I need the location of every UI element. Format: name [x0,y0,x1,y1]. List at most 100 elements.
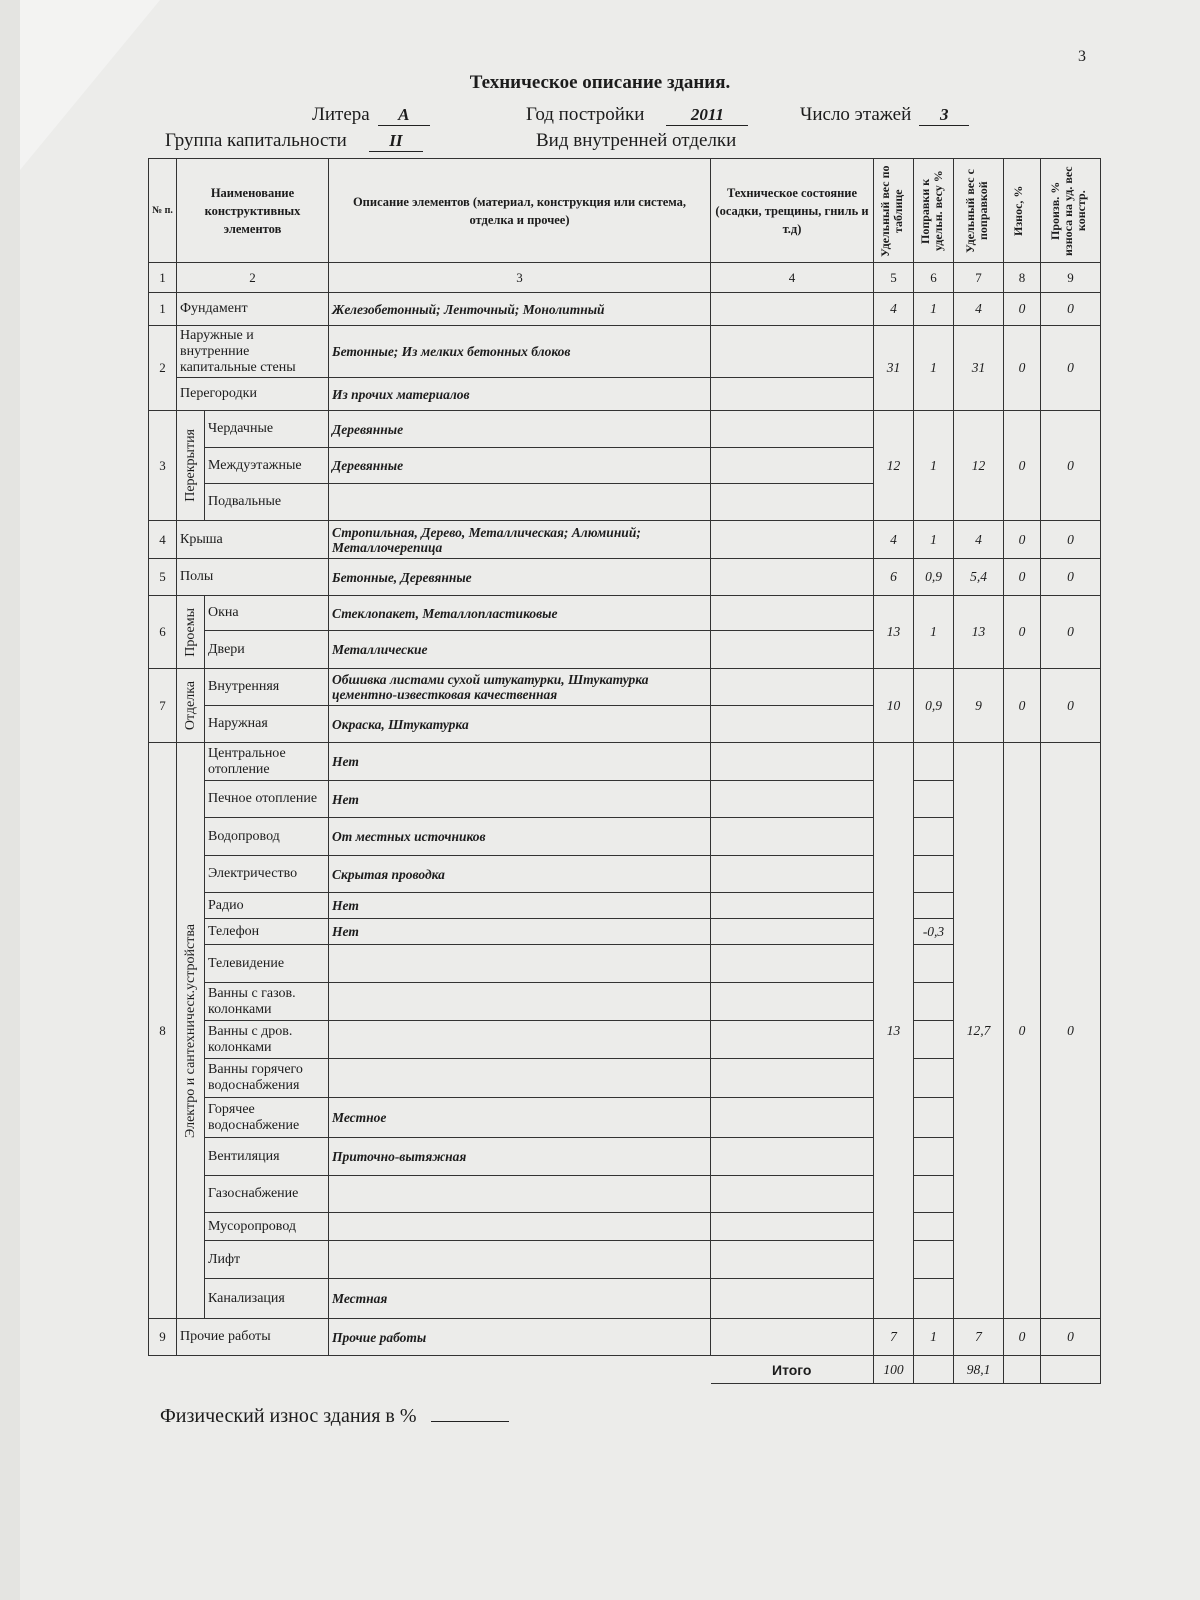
table-row: Газоснабжение [149,1175,1101,1213]
element-name: Мусоропровод [204,1212,329,1241]
weight-value: 4 [873,292,914,326]
element-state [710,1175,874,1213]
element-state [710,982,874,1021]
correction-value: 1 [913,410,954,521]
corrected-weight-value: 9 [953,668,1004,743]
element-name: Канализация [204,1278,329,1319]
element-description: Бетонные; Из мелких бетонных блоков [328,325,711,378]
element-state [710,817,874,856]
element-name: Чердачные [204,410,329,448]
element-name: Фундамент [176,292,329,326]
correction-value: 0,9 [913,668,954,743]
row-number: 3 [148,410,177,521]
corrected-weight-value: 12,7 [953,742,1004,1319]
element-name: Телефон [204,918,329,945]
element-state [710,1240,874,1279]
element-name: Окна [204,595,329,631]
wear-value: 0 [1003,742,1041,1319]
element-description: Нет [328,742,711,781]
col-index: 6 [913,262,954,293]
col-index: 5 [873,262,914,293]
col-header-desc: Описание элементов (материал, конструкци… [328,158,711,263]
element-state [710,520,874,559]
element-description: Стропильная, Дерево, Металлическая; Алюм… [328,520,711,559]
element-state [710,918,874,945]
col-header-num: № п. [148,158,177,263]
group-field: Группа капитальности II [165,130,423,152]
correction-value [913,892,954,919]
col-index: 3 [328,262,711,293]
totals-weight: 100 [873,1355,914,1384]
element-state [710,595,874,631]
element-name: Электричество [204,855,329,893]
group-label: Электро и сантехническ.устройства [182,923,198,1138]
row-number: 2 [148,325,177,411]
element-state [710,447,874,484]
correction-value: 1 [913,1318,954,1356]
table-row: Мусоропровод [149,1212,1101,1241]
element-name: Ванны с дров. колонками [204,1020,329,1059]
weight-value: 6 [873,558,914,596]
element-name: Печное отопление [204,780,329,818]
wear-value: 0 [1003,595,1041,669]
element-state [710,944,874,983]
product-value: 0 [1040,558,1101,596]
correction-value [913,1212,954,1241]
element-description: Обшивка листами сухой штукатурки, Штукат… [328,668,711,706]
table-row: 8 Электро и сантехническ.устройства Центра… [148,742,1101,1319]
corrected-weight-value: 4 [953,520,1004,559]
correction-value [913,1058,954,1098]
element-description [328,1240,711,1279]
table-row: Радио Нет [149,892,1101,919]
weight-value: 4 [873,520,914,559]
group-value: II [368,131,423,152]
corrected-weight-value: 4 [953,292,1004,326]
col-header-name: Наименование конструктивных элементов [176,158,329,263]
element-state [710,705,874,743]
element-description: Местная [328,1278,711,1319]
row-number: 6 [148,595,177,669]
wear-value: 0 [1003,292,1041,326]
element-name: Центральное отопление [204,742,329,781]
element-name: Междуэтажные [204,447,329,484]
correction-value: 1 [913,292,954,326]
element-state [710,892,874,919]
table-row: 9 Прочие работы Прочие работы 7 1 7 0 0 [148,1318,1101,1356]
product-value: 0 [1040,520,1101,559]
correction-value [913,1175,954,1213]
wear-value: 0 [1003,520,1041,559]
element-name: Перегородки [176,377,329,411]
element-description: Приточно-вытяжная [328,1137,711,1176]
element-name: Крыша [176,520,329,559]
col-index: 1 [148,262,177,293]
element-description [328,1212,711,1241]
element-state [710,780,874,818]
table-row: 7 Отделка Внутренняя Обшивка листами сухой … [148,668,1101,743]
element-description: Металлические [328,630,711,669]
group-label-cell: Перекрытия [176,410,205,521]
row-number: 9 [148,1318,177,1356]
totals-row: Итого 100 98,1 [149,1355,1101,1384]
element-description: Нет [328,918,711,945]
table-row: Электричество Скрытая проводка [149,855,1101,893]
physical-wear-value [430,1421,509,1422]
group-label: Проемы [182,607,198,657]
correction-value [913,944,954,983]
finish-label: Вид внутренней отделки [536,130,737,151]
weight-value: 31 [873,325,914,411]
element-description: Деревянные [328,410,711,448]
row-number: 8 [148,742,177,1319]
col-index: 9 [1040,262,1101,293]
element-state [710,1020,874,1059]
wear-value: 0 [1003,410,1041,521]
product-value: 0 [1040,1318,1101,1356]
product-value: 0 [1040,742,1101,1319]
table-row: Наружная Окраска, Штукатурка [149,705,1101,743]
group-label: Перекрытия [182,429,198,502]
corrected-weight-value: 31 [953,325,1004,411]
element-name: Двери [204,630,329,669]
totals-product [1040,1355,1101,1384]
element-state [710,292,874,326]
element-description [328,944,711,983]
col-header-corrected: Удельный вес с поправкой [953,158,1004,263]
